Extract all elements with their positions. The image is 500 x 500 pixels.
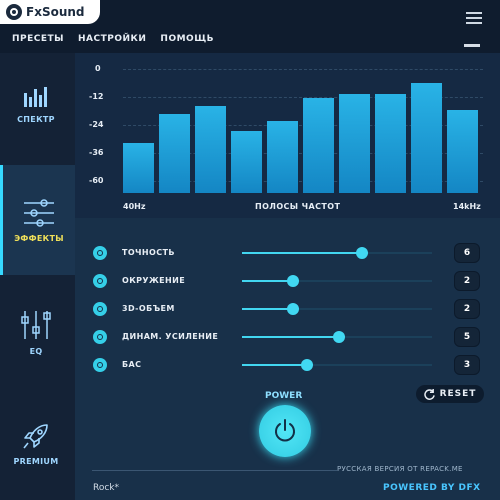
effect-row: 3D-ОБЪЕМ 2 — [93, 299, 485, 319]
spectrum-chart: 0 -12 -24 -36 -60 40Hz ПОЛОСЫ ЧАСТОТ 14k… — [75, 53, 500, 218]
spectrum-bar — [195, 106, 226, 193]
sidebar-item-label: СПЕКТР — [17, 115, 55, 124]
minimize-icon[interactable] — [464, 44, 480, 47]
effect-toggle-icon[interactable] — [93, 330, 107, 344]
effect-row: ОКРУЖЕНИЕ 2 — [93, 271, 485, 291]
app-logo: FxSound — [0, 0, 100, 24]
x-axis-title: ПОЛОСЫ ЧАСТОТ — [255, 202, 341, 211]
spectrum-bar — [303, 97, 334, 193]
effect-value: 2 — [454, 271, 480, 291]
rocket-icon — [23, 424, 48, 449]
main-panel: 0 -12 -24 -36 -60 40Hz ПОЛОСЫ ЧАСТОТ 14k… — [75, 53, 500, 500]
effect-toggle-icon[interactable] — [93, 246, 107, 260]
slider-thumb[interactable] — [355, 247, 368, 259]
slider-fill — [242, 252, 362, 254]
reset-button[interactable]: RESET — [416, 385, 484, 403]
sidebar: СПЕКТР ЭФФЕКТЫ EQ — [0, 53, 75, 500]
sidebar-item-label: EQ — [29, 347, 43, 356]
slider-fill — [242, 280, 294, 282]
spectrum-icon — [24, 87, 47, 107]
power-label: POWER — [265, 391, 303, 401]
spectrum-bar — [339, 93, 370, 193]
powered-by: POWERED BY DFX — [383, 483, 481, 493]
logo-icon — [6, 4, 22, 20]
repack-credit: РУССКАЯ ВЕРСИЯ ОТ REPACK.ME — [337, 465, 463, 473]
slider-fill — [242, 308, 294, 310]
sidebar-item-label: ЭФФЕКТЫ — [14, 233, 64, 243]
effect-row: ТОЧНОСТЬ 6 — [93, 243, 485, 263]
effect-value: 2 — [454, 299, 480, 319]
effect-value: 5 — [454, 327, 480, 347]
slider-fill — [242, 336, 339, 338]
slider-thumb[interactable] — [287, 275, 300, 287]
effect-toggle-icon[interactable] — [93, 274, 107, 288]
sliders-icon — [24, 198, 54, 227]
y-tick-label: -24 — [89, 120, 104, 129]
power-icon — [275, 419, 295, 442]
y-tick-label: -60 — [89, 176, 104, 185]
eq-icon — [21, 311, 51, 339]
menu-help[interactable]: ПОМОЩЬ — [160, 34, 215, 44]
spectrum-bar — [411, 83, 442, 193]
menu-bar: ПРЕСЕТЫ НАСТРОЙКИ ПОМОЩЬ — [12, 34, 214, 44]
effect-slider[interactable] — [242, 359, 432, 371]
effect-label: ОКРУЖЕНИЕ — [122, 276, 186, 285]
spectrum-bar — [267, 120, 298, 193]
spectrum-bar — [447, 110, 478, 193]
power-button[interactable] — [259, 405, 311, 457]
reset-label: RESET — [439, 389, 477, 399]
effect-row: ДИНАМ. УСИЛЕНИЕ 5 — [93, 327, 485, 347]
effect-value: 6 — [454, 243, 480, 263]
effect-toggle-icon[interactable] — [93, 358, 107, 372]
spectrum-bar — [375, 93, 406, 193]
y-tick-label: 0 — [95, 64, 101, 73]
effect-value: 3 — [454, 355, 480, 375]
sidebar-item-spectrum[interactable]: СПЕКТР — [0, 85, 72, 124]
slider-thumb[interactable] — [332, 331, 345, 343]
x-label-high: 14kHz — [453, 202, 481, 211]
effect-slider[interactable] — [242, 331, 432, 343]
spectrum-bar — [123, 143, 154, 193]
title-bar: FxSound — [0, 0, 500, 30]
grid-line — [123, 97, 483, 99]
sidebar-item-premium[interactable]: PREMIUM — [0, 421, 72, 466]
effect-label: 3D-ОБЪЕМ — [122, 304, 175, 313]
effect-slider[interactable] — [242, 303, 432, 315]
effect-label: БАС — [122, 360, 142, 369]
slider-fill — [242, 364, 307, 366]
effect-label: ТОЧНОСТЬ — [122, 248, 175, 257]
y-tick-label: -12 — [89, 92, 104, 101]
effect-slider[interactable] — [242, 247, 432, 259]
effect-label: ДИНАМ. УСИЛЕНИЕ — [122, 332, 219, 341]
grid-line — [123, 69, 483, 71]
footer-divider — [92, 470, 337, 471]
sidebar-item-eq[interactable]: EQ — [0, 309, 72, 356]
spectrum-bar — [231, 131, 262, 193]
spectrum-bar — [159, 114, 190, 193]
x-label-low: 40Hz — [123, 202, 146, 211]
menu-presets[interactable]: ПРЕСЕТЫ — [12, 34, 64, 44]
hamburger-menu-icon[interactable] — [466, 12, 482, 24]
effect-slider[interactable] — [242, 275, 432, 287]
app-name: FxSound — [26, 5, 85, 19]
sidebar-item-label: PREMIUM — [13, 457, 59, 466]
slider-thumb[interactable] — [300, 359, 313, 371]
y-tick-label: -36 — [89, 148, 104, 157]
sidebar-item-effects[interactable]: ЭФФЕКТЫ — [0, 165, 75, 275]
slider-thumb[interactable] — [287, 303, 300, 315]
current-preset[interactable]: Rock* — [93, 483, 120, 493]
menu-settings[interactable]: НАСТРОЙКИ — [78, 34, 147, 44]
refresh-icon — [423, 388, 435, 400]
effect-toggle-icon[interactable] — [93, 302, 107, 316]
effect-row: БАС 3 — [93, 355, 485, 375]
